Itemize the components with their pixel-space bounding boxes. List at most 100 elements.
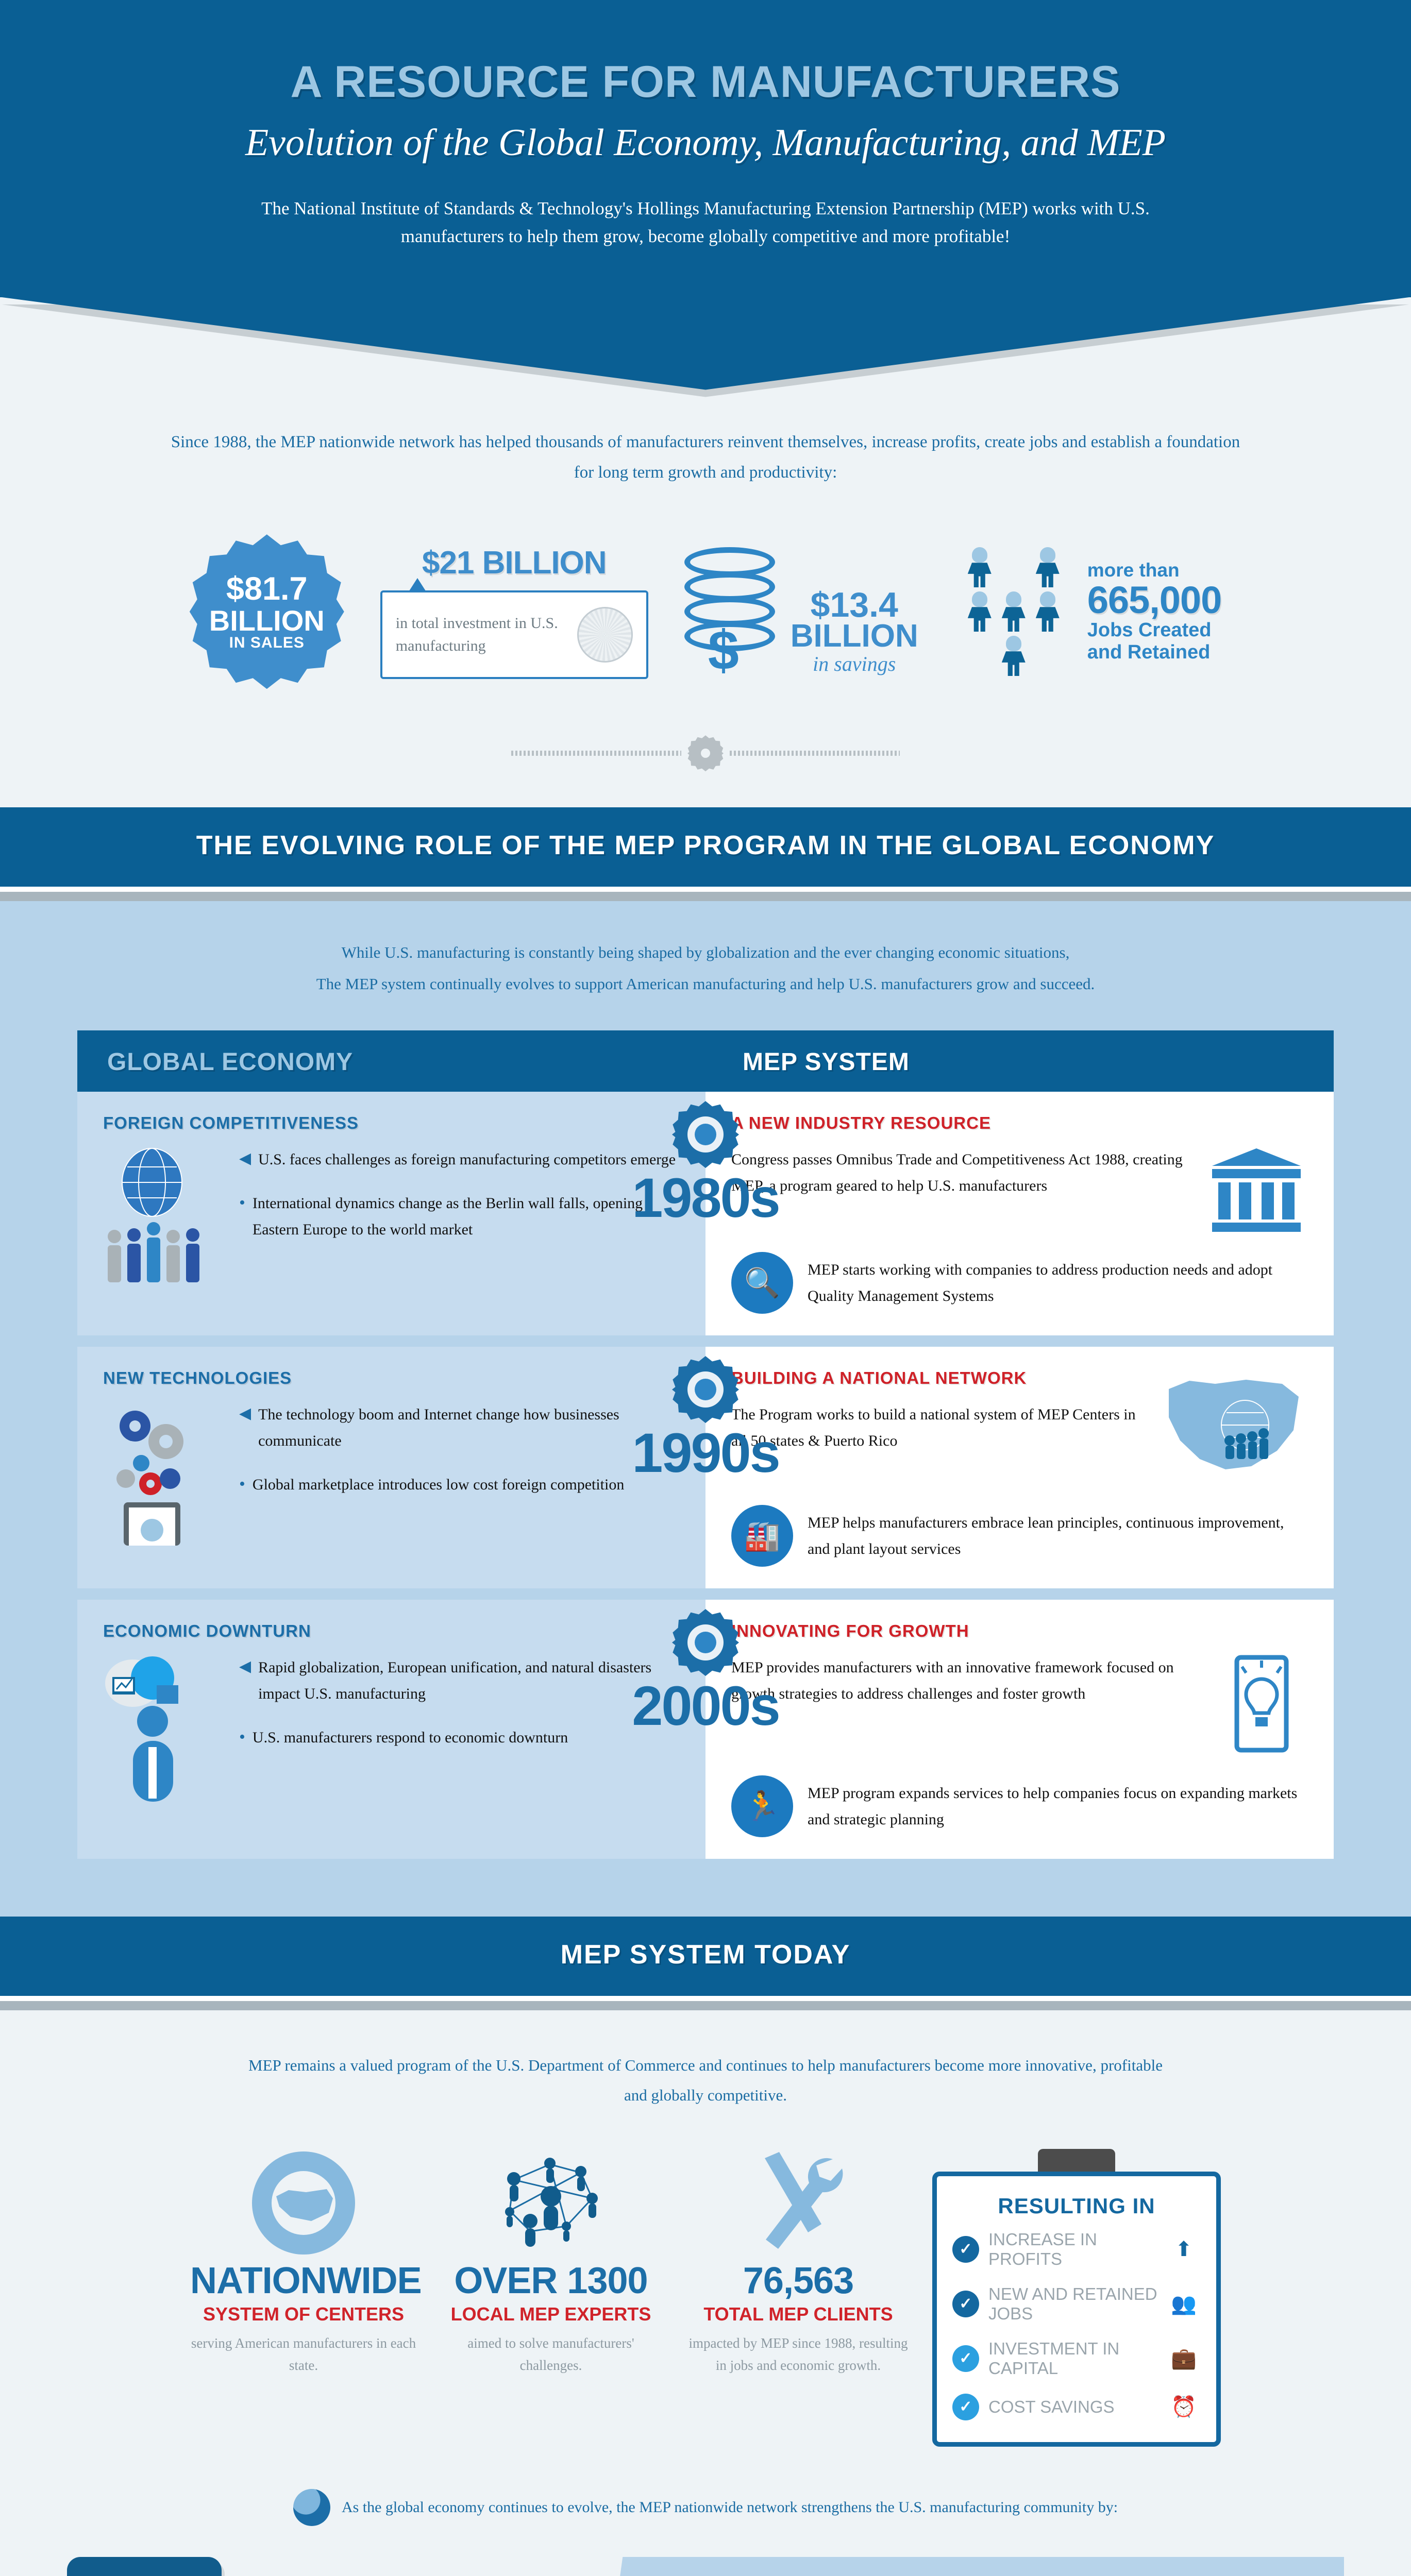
decade-label: 2000s [632,1674,780,1737]
today-stat-clients: 76,563 TOTAL MEP CLIENTS impacted by MEP… [685,2144,912,2377]
today-stat-nationwide: NATIONWIDE SYSTEM OF CENTERS serving Ame… [190,2144,422,2377]
savings-label: in savings [813,652,896,676]
col-header-global-economy: GLOBAL ECONOMY [107,1048,354,1076]
page-subtitle: Evolution of the Global Economy, Manufac… [245,122,1166,164]
stat-number: OVER 1300 [454,2260,648,2301]
list-item: • U.S. manufacturers respond to economic … [239,1724,680,1751]
right-sub-text: MEP starts working with companies to add… [808,1261,1273,1305]
decade-label: 1990s [632,1421,780,1484]
bullet-text: Global marketplace introduces low cost f… [252,1476,625,1494]
right-title: INNOVATING FOR GROWTH [731,1621,969,1641]
row-left-cell: FOREIGN COMPETITIVENESS [77,1092,706,1336]
impact-section: Since 1988, the MEP nationwide network h… [0,390,1411,808]
band-rule [0,2001,1411,2011]
stat-sales: $81.7 BILLION IN SALES [189,534,344,689]
globe-intro-text: As the global economy continues to evolv… [341,2498,1118,2516]
clipboard-title: RESULTING IN [998,2193,1155,2218]
globe-and-people-icon [103,1146,222,1303]
cost-chart-person-icon [103,1654,222,1806]
today-stat-experts: OVER 1300 LOCAL MEP EXPERTS aimed to sol… [438,2144,664,2377]
stat-number: NATIONWIDE [190,2260,422,2301]
row-right-cell: BUILDING A NATIONAL NETWORK The Program … [706,1347,1334,1589]
podium-people-icon: 👥 [1171,2293,1197,2316]
triangle-bullet-icon: ◀ [239,1658,251,1675]
cog-shape [189,534,344,689]
table-row: ECONOMIC DOWNTURN [77,1600,1334,1859]
up-arrow-icon: ⬆ [1175,2238,1192,2261]
savings-amount: $13.4 [810,585,898,624]
result-label: NEW AND RETAINED JOBS [988,2284,1157,2323]
stat-desc: serving American manufacturers in each s… [191,2335,416,2374]
result-label: COST SAVINGS [988,2397,1115,2416]
globe-icon [293,2488,330,2526]
today-stats-row: NATIONWIDE SYSTEM OF CENTERS serving Ame… [0,2110,1411,2467]
check-icon: ✓ [952,2393,979,2420]
right-title: BUILDING A NATIONAL NETWORK [731,1368,1027,1388]
pillars-section: FORGING partnerships with other agencies… [0,2547,1411,2576]
magnifier-chart-icon: 🔍 [731,1252,793,1314]
jobs-label-line1: Jobs Created [1087,619,1212,641]
decade-marker-1980s: 1980s [597,1101,814,1226]
row-left-cell: NEW TECHNOLOGIES [77,1347,706,1589]
stat-number: 76,563 [743,2260,854,2301]
right-sub-text: MEP program expands services to help com… [808,1785,1298,1828]
right-sub-text: MEP helps manufacturers embrace lean pri… [808,1514,1284,1558]
dot-bullet-icon: • [239,1727,245,1747]
stat-savings: $ $13.4 BILLION in savings [684,547,918,682]
triangle-bullet-icon: ◀ [239,1405,251,1422]
list-item: ◀ Rapid globalization, European unificati… [239,1654,680,1707]
usa-map-network-icon [1153,1368,1308,1489]
left-title: NEW TECHNOLOGIES [103,1368,292,1388]
table-row: NEW TECHNOLOGIES [77,1347,1334,1589]
list-item: ✓ INCREASE IN PROFITS ⬆ [952,2230,1201,2269]
wrench-screwdriver-icon [685,2144,912,2262]
gear-icon [687,735,724,772]
dot-bullet-icon: • [239,1475,245,1494]
gear-usmap-icon [190,2144,417,2262]
stat-sublabel: LOCAL MEP EXPERTS [450,2303,651,2325]
evolving-band-title: THE EVOLVING ROLE OF THE MEP PROGRAM IN … [196,831,1215,861]
stat-desc: impacted by MEP since 1988, resulting in… [688,2335,908,2374]
today-section: MEP remains a valued program of the U.S.… [0,2010,1411,2547]
investment-callout: in total investment in U.S. manufacturin… [380,578,648,679]
band-rule [0,892,1411,902]
bullet-text: U.S. manufacturers respond to economic d… [252,1729,568,1747]
dollar-sign-icon: $ [708,619,739,682]
check-icon: ✓ [952,2290,979,2317]
gear-divider [0,709,1411,807]
pillar-forging: FORGING partnerships with other agencies… [67,2556,1344,2576]
factory-icon: 🏭 [731,1505,793,1567]
list-item: ✓ NEW AND RETAINED JOBS 👥 [952,2284,1201,2324]
page-header: A RESOURCE FOR MANUFACTURERS Evolution o… [0,0,1411,297]
decade-label: 1980s [632,1166,780,1229]
left-title: FOREIGN COMPETITIVENESS [103,1113,359,1133]
savings-unit: BILLION [790,618,918,654]
header-chevron [0,297,1411,397]
evolving-lead-line2: The MEP system continually evolves to su… [316,974,1095,993]
bullet-text: Rapid globalization, European unificatio… [258,1659,652,1703]
today-lead: MEP remains a valued program of the U.S.… [248,2056,1163,2104]
decade-marker-2000s: 2000s [597,1609,814,1734]
stat-desc: aimed to solve manufacturers' challenges… [467,2335,634,2374]
evolving-band: THE EVOLVING ROLE OF THE MEP PROGRAM IN … [0,807,1411,892]
left-title: ECONOMIC DOWNTURN [103,1621,311,1641]
sales-unit: BILLION [209,604,325,637]
today-band-title: MEP SYSTEM TODAY [560,1940,851,1970]
bullet-text: U.S. faces challenges as foreign manufac… [258,1151,676,1168]
right-title: A NEW INDUSTRY RESOURCE [731,1113,991,1133]
bullet-text: International dynamics change as the Ber… [252,1195,643,1239]
bullet-text: The technology boom and Internet change … [258,1406,619,1450]
table-row: FOREIGN COMPETITIVENESS [77,1092,1334,1336]
right-paragraph: MEP provides manufacturers with an innov… [731,1659,1174,1703]
stat-sublabel: TOTAL MEP CLIENTS [703,2303,893,2325]
page-title: A RESOURCE FOR MANUFACTURERS [290,57,1121,107]
impact-intro: Since 1988, the MEP nationwide network h… [171,432,1240,482]
sales-amount: $81.7 [226,571,308,607]
gear-badge-icon: $81.7 BILLION IN SALES [189,534,344,689]
stat-jobs: more than 665,000 Jobs Created and Retai… [954,547,1222,676]
gear-icon [672,1609,739,1676]
jobs-prefix: more than [1087,559,1180,581]
result-label: INVESTMENT IN CAPITAL [988,2338,1120,2378]
investment-caption: in total investment in U.S. manufacturin… [395,615,558,654]
